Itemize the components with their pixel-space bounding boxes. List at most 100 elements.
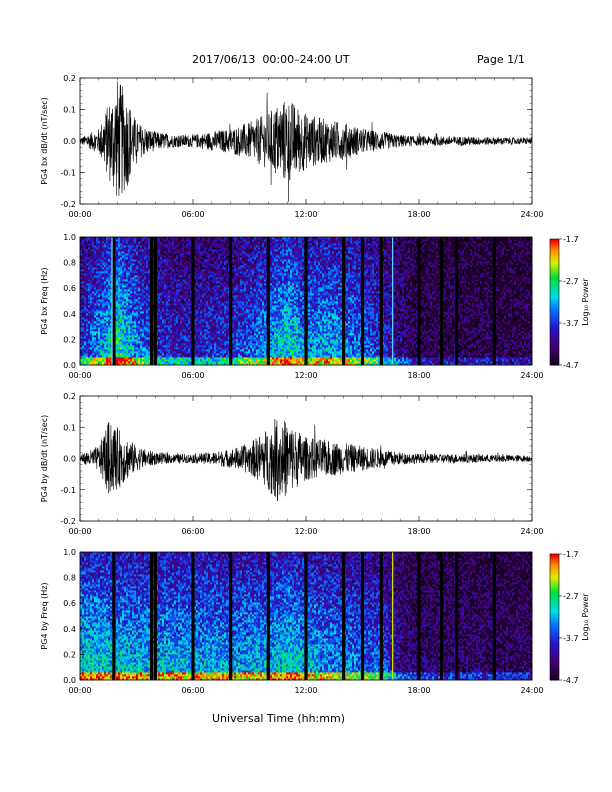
colorbar-frame xyxy=(549,238,560,366)
y-tick-label: 0.4 xyxy=(63,625,76,634)
x-tick-label: 24:00 xyxy=(520,371,543,380)
colorbar-tick-label: -2.7 xyxy=(563,592,579,601)
waveform-trace xyxy=(79,418,533,501)
data-gap-9 xyxy=(360,237,365,365)
x-tick-label: 18:00 xyxy=(407,371,430,380)
page-indicator: Page 1/1 xyxy=(477,53,525,66)
data-gap-8 xyxy=(342,552,346,680)
y-tick-label: -0.2 xyxy=(60,200,76,209)
y-tick-label: 0.0 xyxy=(63,676,76,685)
colorbar-tick-label: -3.7 xyxy=(563,634,579,643)
y-tick-label: 0.0 xyxy=(63,455,76,464)
x-tick-label: 24:00 xyxy=(520,210,543,219)
data-gap-2 xyxy=(149,552,154,680)
x-tick-label: 18:00 xyxy=(407,527,430,536)
y-tick-label: -0.1 xyxy=(60,486,76,495)
data-gap-4 xyxy=(191,237,195,365)
data-gap-11 xyxy=(417,552,421,680)
data-gap-9 xyxy=(360,552,365,680)
colorbar-tick-label: -1.7 xyxy=(563,550,579,559)
y-tick-label: 0.1 xyxy=(63,423,76,432)
data-gap-14 xyxy=(492,237,496,365)
x-tick-label: 06:00 xyxy=(181,527,204,536)
y-tick-label: 0.2 xyxy=(63,392,76,401)
colorbar-tick-label: -1.7 xyxy=(563,235,579,244)
y-tick-label: -0.2 xyxy=(60,517,76,526)
y-tick-label: 0.2 xyxy=(63,74,76,83)
data-gap-12 xyxy=(440,552,444,680)
y-tick-label: 0.8 xyxy=(63,259,76,268)
data-gap-10 xyxy=(379,237,383,365)
data-gap-13 xyxy=(455,237,459,365)
x-tick-label: 24:00 xyxy=(520,686,543,695)
x-tick-label: 12:00 xyxy=(294,527,317,536)
panel-1: 0.2 0.1 0.0 -0.1 -0.200:00 06:00 12:00 18:00 24:… xyxy=(40,74,544,219)
x-tick-label: 12:00 xyxy=(294,210,317,219)
x-tick-label: 00:00 xyxy=(68,371,91,380)
data-gap-1 xyxy=(112,237,116,365)
y-tick-label: 1.0 xyxy=(63,548,76,557)
data-gap-1 xyxy=(112,552,116,680)
figure-title: 2017/06/13 00:00–24:00 UT xyxy=(192,53,350,66)
data-gap-14 xyxy=(492,552,496,680)
y-tick-label: 0.2 xyxy=(63,650,76,659)
data-gap-8 xyxy=(342,237,346,365)
y-tick-label: 0.6 xyxy=(63,284,76,293)
data-gap-5 xyxy=(229,552,233,680)
data-gap-6 xyxy=(266,237,270,365)
x-tick-label: 18:00 xyxy=(407,686,430,695)
y-tick-label: 0.1 xyxy=(63,106,76,115)
y-axis-label: PG4 by dB/dt (nT/sec) xyxy=(40,415,49,502)
y-tick-label: 0.6 xyxy=(63,599,76,608)
colorbar-tick-label: -4.7 xyxy=(563,361,579,370)
x-tick-label: 00:00 xyxy=(68,210,91,219)
colorbar-tick-label: -2.7 xyxy=(563,277,579,286)
data-gap-12 xyxy=(440,237,444,365)
x-tick-label: 12:00 xyxy=(294,371,317,380)
x-tick-label: 06:00 xyxy=(181,371,204,380)
colorbar-frame xyxy=(549,553,560,681)
data-gap-2 xyxy=(149,237,154,365)
y-axis-label: PG4 bx Freq (Hz) xyxy=(40,267,49,334)
panel-2: -1.7 -2.7 -3.7 -4.7 Log₁₀ Power 1.0 0.8 0.6 0.4 0… xyxy=(40,233,590,380)
y-tick-label: 0.8 xyxy=(63,574,76,583)
data-gap-4 xyxy=(191,552,195,680)
colorbar: -1.7 -2.7 -3.7 -4.7 Log₁₀ Power xyxy=(549,550,590,685)
colorbar: -1.7 -2.7 -3.7 -4.7 Log₁₀ Power xyxy=(549,235,590,370)
data-gap-7 xyxy=(304,237,308,365)
y-tick-label: 0.2 xyxy=(63,335,76,344)
y-tick-label: 0.0 xyxy=(63,137,76,146)
x-axis-title: Universal Time (hh:mm) xyxy=(212,712,345,725)
data-gap-13 xyxy=(455,552,459,680)
y-tick-label: 1.0 xyxy=(63,233,76,242)
x-tick-label: 06:00 xyxy=(181,210,204,219)
data-gap-10 xyxy=(379,552,383,680)
waveform-trace xyxy=(79,81,533,202)
x-tick-label: 06:00 xyxy=(181,686,204,695)
x-tick-label: 12:00 xyxy=(294,686,317,695)
x-tick-label: 00:00 xyxy=(68,686,91,695)
x-tick-label: 00:00 xyxy=(68,527,91,536)
spectrogram-cells xyxy=(80,552,533,681)
data-gap-3 xyxy=(153,552,157,680)
y-axis-label: PG4 by Freq (Hz) xyxy=(40,582,49,649)
data-gap-5 xyxy=(229,237,233,365)
data-gap-7 xyxy=(304,552,308,680)
y-tick-label: -0.1 xyxy=(60,169,76,178)
colorbar-label: Log₁₀ Power xyxy=(581,278,590,326)
colorbar-tick-label: -3.7 xyxy=(563,319,579,328)
y-tick-label: 0.4 xyxy=(63,310,76,319)
x-tick-label: 18:00 xyxy=(407,210,430,219)
colorbar-label: Log₁₀ Power xyxy=(581,593,590,641)
panel-3: 0.2 0.1 0.0 -0.1 -0.200:00 06:00 12:00 18:00 24:… xyxy=(40,392,544,536)
data-gap-6 xyxy=(266,552,270,680)
y-axis-label: PG4 bx dB/dt (nT/sec) xyxy=(40,97,49,184)
data-gap-11 xyxy=(417,237,421,365)
x-tick-label: 24:00 xyxy=(520,527,543,536)
colorbar-tick-label: -4.7 xyxy=(563,676,579,685)
panel-4: -1.7 -2.7 -3.7 -4.7 Log₁₀ Power 1.0 0.8 0.6 0.4 0… xyxy=(40,548,590,695)
data-gap-3 xyxy=(153,237,157,365)
y-tick-label: 0.0 xyxy=(63,361,76,370)
